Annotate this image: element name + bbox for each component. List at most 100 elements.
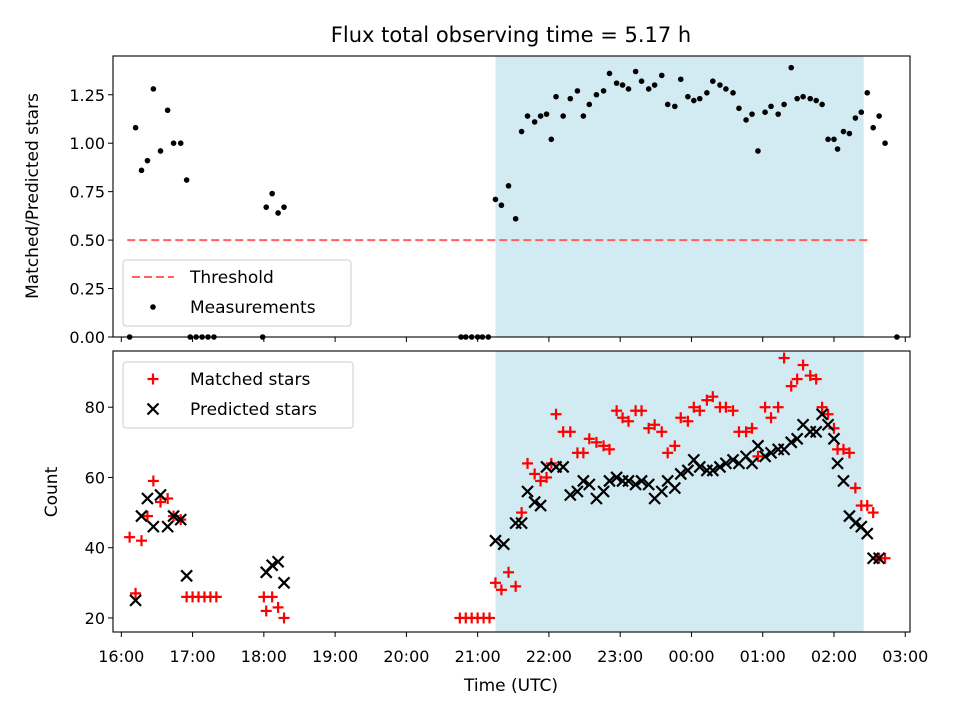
matched-star-point	[484, 612, 496, 624]
predicted-star-point	[161, 520, 174, 533]
cross-b	[528, 495, 541, 509]
measurement-point	[183, 177, 190, 183]
cross-b	[154, 488, 167, 502]
cross-b	[661, 474, 674, 488]
top-legend-box	[122, 259, 352, 327]
measurement-point	[743, 117, 749, 123]
matched-star-point	[765, 412, 777, 424]
matched-star-point	[804, 370, 816, 382]
cross-b	[827, 432, 841, 446]
measurement-point	[164, 107, 171, 114]
matched-star-point	[816, 401, 828, 413]
measurement-point	[548, 136, 555, 143]
matched-star-point	[489, 577, 501, 589]
measurement-point	[606, 70, 613, 77]
x-tick-label: 19:00	[312, 647, 358, 666]
matched-star-point	[740, 426, 752, 438]
matched-star-point	[849, 482, 861, 494]
measurement-point	[593, 91, 600, 98]
cross-b	[758, 450, 772, 463]
matched-star-point	[529, 468, 541, 480]
cross-b	[174, 513, 187, 526]
bottom-y-axis: 20 40 60 80	[85, 398, 113, 628]
legend-predicted-label: Predicted stars	[190, 400, 317, 420]
measurement-point	[144, 157, 151, 164]
matched-star-point	[522, 457, 534, 469]
predicted-star-point	[129, 594, 142, 607]
measurement-point	[876, 113, 882, 119]
measurement-point	[492, 196, 499, 203]
cross-b	[739, 450, 753, 463]
top-legend: Threshold Measurements	[122, 259, 352, 327]
measurement-point	[755, 148, 761, 154]
predicted-star-point	[583, 478, 596, 491]
cross-b	[713, 460, 727, 474]
x-tick-label: 18:00	[241, 647, 287, 666]
cross-b	[784, 436, 798, 449]
predicted-star-point	[597, 485, 610, 498]
predicted-star-point	[622, 474, 635, 488]
predicted-star-point	[277, 576, 291, 590]
predicted-star-point	[265, 558, 279, 572]
matched-star-point	[772, 401, 784, 413]
cross-b	[129, 594, 142, 607]
cross-b	[597, 485, 610, 498]
predicted-star-point	[784, 436, 798, 449]
cross-b	[146, 402, 160, 416]
x-tick-label: 20:00	[383, 647, 429, 666]
matched-star-point	[682, 415, 694, 427]
matched-star-point	[861, 500, 873, 512]
predicted-star-point	[809, 425, 823, 439]
predicted-star-point	[571, 485, 584, 498]
cross-b	[610, 471, 623, 484]
predicted-star-point	[790, 432, 804, 446]
predicted-star-point	[668, 481, 682, 495]
cross-b	[629, 478, 642, 491]
measurement-point	[658, 72, 665, 79]
cross-b	[497, 537, 511, 551]
measurement-point	[825, 136, 831, 143]
measurement-point	[177, 140, 184, 147]
measurement-point	[586, 101, 593, 108]
predicted-star-point	[751, 439, 765, 453]
cross-b	[147, 520, 160, 533]
measurement-point	[781, 101, 787, 108]
measurement-point	[553, 93, 559, 100]
matched-star-point	[746, 422, 758, 434]
measurement-point	[645, 86, 652, 92]
cross-b	[821, 418, 835, 432]
observing-window-rect	[495, 56, 864, 337]
predicted-star-point	[489, 534, 502, 547]
measurement-point	[625, 86, 632, 92]
x-tick-label: 02:00	[811, 647, 857, 666]
cross-b	[706, 464, 720, 477]
predicted-star-point	[849, 516, 862, 530]
measurement-point	[819, 101, 825, 108]
matched-star-point	[603, 443, 615, 455]
cross-b	[790, 432, 804, 446]
measurement-point	[574, 88, 581, 94]
top-x-ticks	[120, 337, 906, 342]
measurement-point	[717, 82, 723, 88]
matched-star-point	[266, 591, 278, 603]
cross-b	[655, 485, 669, 498]
predicted-star-point	[180, 569, 193, 583]
measurement-point	[567, 95, 574, 102]
predicted-star-point	[521, 485, 534, 498]
x-tick-label: 03:00	[882, 647, 928, 666]
predicted-star-point	[821, 418, 835, 432]
cross-b	[687, 453, 701, 467]
x-tick-label: 16:00	[98, 647, 144, 666]
predicted-star-point	[610, 471, 623, 484]
measurement-point	[157, 148, 164, 154]
measurements-series	[126, 64, 900, 340]
y-tick-label: 1.25	[69, 86, 105, 105]
x-tick-label: 17:00	[170, 647, 216, 666]
predicted-star-point	[674, 467, 688, 481]
measurement-point	[170, 140, 177, 147]
chart-title: Flux total observing time = 5.17 h	[331, 23, 691, 47]
measurement-point	[840, 128, 847, 135]
x-tick-label: 21:00	[455, 647, 501, 666]
measurement-point	[580, 113, 587, 119]
predicted-star-point	[629, 478, 642, 491]
